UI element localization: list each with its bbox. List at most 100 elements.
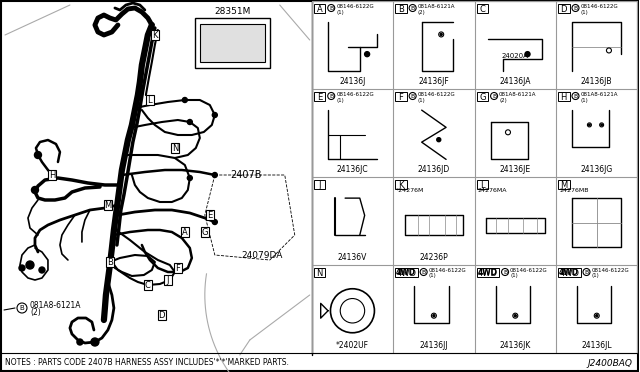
Bar xyxy=(200,24,265,62)
Bar xyxy=(106,257,114,267)
Bar xyxy=(314,268,325,277)
Text: C: C xyxy=(145,281,151,290)
Text: B: B xyxy=(492,94,496,99)
Bar xyxy=(164,275,172,285)
Text: 24136JD: 24136JD xyxy=(418,164,450,173)
Bar xyxy=(180,227,189,237)
Text: 08146-6122G: 08146-6122G xyxy=(418,92,456,96)
Bar xyxy=(477,268,499,277)
Text: B: B xyxy=(329,94,333,99)
Circle shape xyxy=(35,151,42,158)
Text: (1): (1) xyxy=(418,97,426,103)
Text: (1): (1) xyxy=(580,97,588,103)
Text: K: K xyxy=(152,31,157,40)
Bar xyxy=(314,4,325,13)
Text: (2): (2) xyxy=(30,308,41,317)
Text: *24276M: *24276M xyxy=(396,187,424,192)
Text: 24136JL: 24136JL xyxy=(581,340,612,350)
Text: 08146-6122G: 08146-6122G xyxy=(591,267,629,273)
Text: 24236P: 24236P xyxy=(419,253,448,262)
Text: 08146-6122G: 08146-6122G xyxy=(510,267,548,273)
Bar xyxy=(157,310,166,320)
Text: 24136JB: 24136JB xyxy=(581,77,612,86)
Text: 081A8-6121A: 081A8-6121A xyxy=(30,301,81,310)
Bar xyxy=(558,268,580,277)
Text: (1): (1) xyxy=(591,273,599,279)
Text: D: D xyxy=(159,311,165,320)
Text: 24136JG: 24136JG xyxy=(580,164,613,173)
Circle shape xyxy=(212,112,218,118)
Text: (1): (1) xyxy=(336,97,344,103)
Text: *2402UF: *2402UF xyxy=(336,340,369,350)
Text: 24136JE: 24136JE xyxy=(500,164,531,173)
Bar xyxy=(200,227,209,237)
Text: B: B xyxy=(422,270,426,275)
Bar xyxy=(558,4,570,13)
Bar xyxy=(205,210,214,220)
Text: (2): (2) xyxy=(418,10,426,15)
Text: 4WD: 4WD xyxy=(559,268,579,277)
Bar xyxy=(558,92,570,101)
Text: (1): (1) xyxy=(429,273,436,279)
Text: B: B xyxy=(573,6,578,11)
Text: 08146-6122G: 08146-6122G xyxy=(336,3,374,9)
Text: (1): (1) xyxy=(510,273,518,279)
Text: E: E xyxy=(207,211,212,220)
Text: B: B xyxy=(410,94,415,99)
Bar xyxy=(195,18,270,68)
Circle shape xyxy=(436,138,441,142)
Text: G: G xyxy=(479,93,486,102)
Text: D: D xyxy=(561,4,567,13)
Circle shape xyxy=(596,315,598,317)
Bar xyxy=(171,143,179,153)
Bar xyxy=(558,180,570,189)
Circle shape xyxy=(589,124,590,126)
Text: E: E xyxy=(317,93,322,102)
Text: B: B xyxy=(584,270,589,275)
Text: (2): (2) xyxy=(499,97,507,103)
Text: 24276MB: 24276MB xyxy=(559,187,589,192)
Text: 4WD: 4WD xyxy=(478,269,498,278)
Text: 081A8-6121A: 081A8-6121A xyxy=(499,92,536,96)
Text: 08146-6122G: 08146-6122G xyxy=(429,267,467,273)
Text: (1): (1) xyxy=(580,10,588,15)
Text: J: J xyxy=(166,276,169,285)
Circle shape xyxy=(188,176,193,180)
Text: 24136JK: 24136JK xyxy=(500,340,531,350)
Bar xyxy=(150,30,159,40)
Text: 2407B: 2407B xyxy=(230,170,261,180)
Text: A: A xyxy=(182,228,188,237)
Circle shape xyxy=(601,124,602,126)
Text: NOTES : PARTS CODE 2407B HARNESS ASSY INCLUDES'*'*'MARKED PARTS.: NOTES : PARTS CODE 2407B HARNESS ASSY IN… xyxy=(5,358,289,367)
Bar xyxy=(395,92,406,101)
Text: M: M xyxy=(560,180,568,189)
Text: B: B xyxy=(107,258,113,267)
Text: A: A xyxy=(317,4,323,13)
Text: F: F xyxy=(399,93,403,102)
Text: J: J xyxy=(318,180,321,189)
Text: N: N xyxy=(316,269,323,278)
Text: F: F xyxy=(175,264,180,273)
Text: 081A8-6121A: 081A8-6121A xyxy=(418,3,455,9)
Text: B: B xyxy=(573,94,578,99)
Text: J2400BAQ: J2400BAQ xyxy=(588,359,632,368)
Circle shape xyxy=(91,338,99,346)
Circle shape xyxy=(39,267,45,273)
Circle shape xyxy=(77,339,83,345)
Bar xyxy=(477,92,488,101)
Text: K: K xyxy=(398,180,404,189)
Text: 24276MA: 24276MA xyxy=(477,187,507,192)
Text: 24020A: 24020A xyxy=(502,52,529,58)
Text: B: B xyxy=(410,6,415,11)
Text: G: G xyxy=(202,228,208,237)
Text: C: C xyxy=(479,4,485,13)
Text: 24079DA: 24079DA xyxy=(242,250,283,260)
Bar xyxy=(314,92,325,101)
Circle shape xyxy=(365,52,370,57)
Bar xyxy=(395,268,418,277)
Text: 24136V: 24136V xyxy=(338,253,367,262)
Circle shape xyxy=(212,219,218,224)
Bar xyxy=(314,180,325,189)
Circle shape xyxy=(212,173,218,177)
Text: 08146-6122G: 08146-6122G xyxy=(336,92,374,96)
